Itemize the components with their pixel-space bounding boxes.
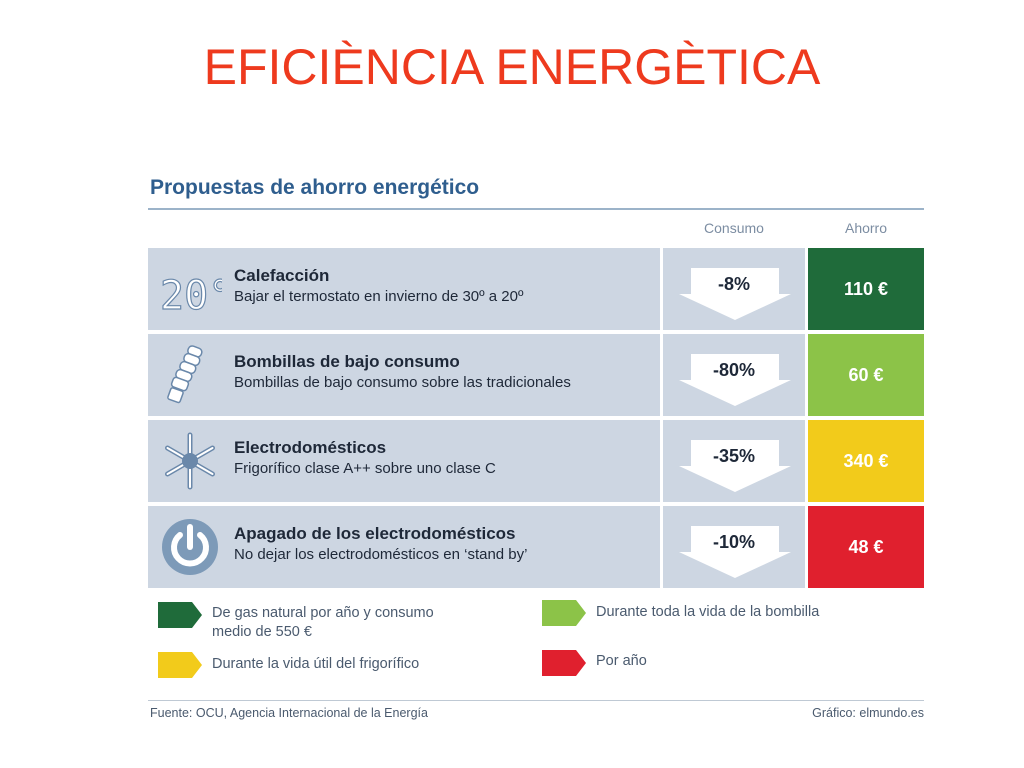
table-row: Electrodomésticos Frigorífico clase A++ … xyxy=(148,420,924,502)
item-subtitle: Bombillas de bajo consumo sobre las trad… xyxy=(234,374,571,391)
item-title: Calefacción xyxy=(234,266,330,285)
table-row: Apagado de los electrodomésticos No deja… xyxy=(148,506,924,588)
legend-label: Por año xyxy=(596,653,647,669)
slide-title: EFICIÈNCIA ENERGÈTICA xyxy=(203,39,821,95)
description-cell: 20°C Calefacción Bajar el termostato en … xyxy=(148,248,660,330)
down-arrow-icon xyxy=(679,268,791,320)
svg-text:20°C: 20°C xyxy=(160,273,222,319)
legend-label: Durante toda la vida de la bombilla xyxy=(596,604,820,620)
item-subtitle: Frigorífico clase A++ sobre uno clase C xyxy=(234,460,496,477)
table-row: 20°C Calefacción Bajar el termostato en … xyxy=(148,248,924,330)
consumo-value: -80% xyxy=(712,360,756,380)
item-subtitle: Bajar el termostato en invierno de 30º a… xyxy=(234,288,524,305)
item-title: Bombillas de bajo consumo xyxy=(234,352,460,371)
power-icon xyxy=(162,519,218,575)
ahorro-value: 60 € xyxy=(808,334,924,416)
infographic-heading: Propuestas de ahorro energético xyxy=(150,176,480,199)
description-cell: Electrodomésticos Frigorífico clase A++ … xyxy=(148,420,660,502)
consumo-cell: -80% xyxy=(663,334,805,416)
ahorro-value: 340 € xyxy=(808,420,924,502)
footer-divider xyxy=(148,700,924,701)
legend-label: Durante la vida útil del frigorífico xyxy=(212,656,420,672)
thermostat-20c-icon: 20°C xyxy=(159,272,222,319)
source-note: Fuente: OCU, Agencia Internacional de la… xyxy=(150,706,428,720)
description-cell: Bombillas de bajo consumo Bombillas de b… xyxy=(148,334,660,416)
consumo-cell: -35% xyxy=(663,420,805,502)
column-header-ahorro: Ahorro xyxy=(844,220,888,236)
down-arrow-icon xyxy=(679,526,791,578)
down-arrow-icon xyxy=(679,354,791,406)
description-cell: Apagado de los electrodomésticos No deja… xyxy=(148,506,660,588)
ahorro-value: 48 € xyxy=(808,506,924,588)
consumo-value: -10% xyxy=(712,532,756,552)
consumo-value: -35% xyxy=(712,446,756,466)
column-header-consumo: Consumo xyxy=(704,220,764,236)
down-arrow-icon xyxy=(679,440,791,492)
ahorro-value: 110 € xyxy=(808,248,924,330)
credit-note: Gráfico: elmundo.es xyxy=(812,706,924,720)
legend-swatch-yellow xyxy=(158,652,202,678)
legend-swatch-dark-green xyxy=(158,602,202,628)
infographic: Propuestas de ahorro energético Consumo … xyxy=(148,170,924,725)
legend-swatch-light-green xyxy=(542,600,586,626)
item-subtitle: No dejar los electrodomésticos en ‘stand… xyxy=(234,546,528,563)
consumo-value: -8% xyxy=(717,274,750,294)
consumo-cell: -10% xyxy=(663,506,805,588)
legend-swatch-red xyxy=(542,650,586,676)
consumo-cell: -8% xyxy=(663,248,805,330)
snowflake-icon xyxy=(165,432,215,490)
low-energy-bulb-icon xyxy=(167,345,203,404)
table-row: Bombillas de bajo consumo Bombillas de b… xyxy=(148,334,924,416)
legend-label: De gas natural por año y consumo medio d… xyxy=(212,605,434,640)
item-title: Electrodomésticos xyxy=(234,438,387,457)
item-title: Apagado de los electrodomésticos xyxy=(234,524,516,543)
heading-divider xyxy=(148,208,924,210)
